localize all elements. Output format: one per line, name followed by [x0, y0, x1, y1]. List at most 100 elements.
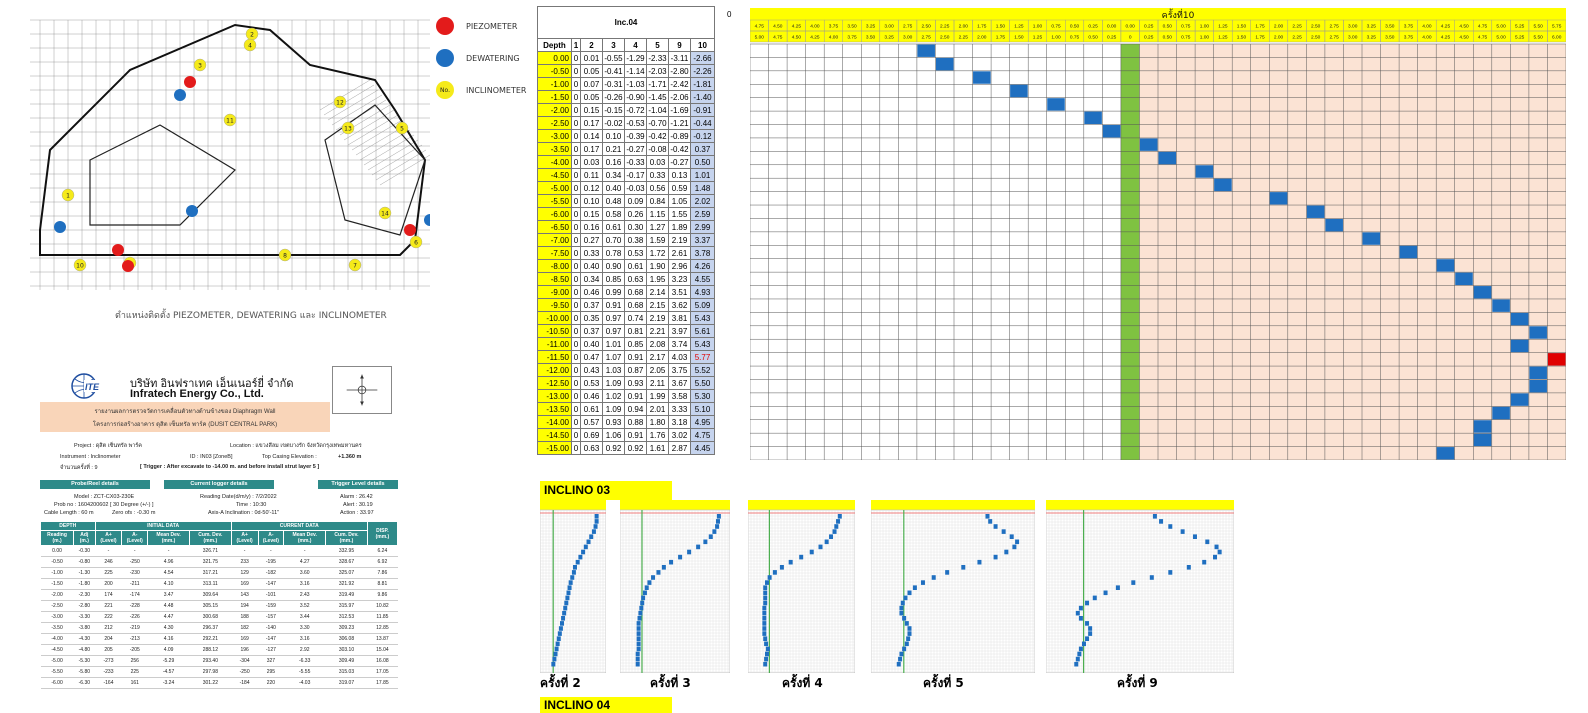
tick-label: 3.25 [866, 24, 876, 30]
table-cell: 0.00 [40, 545, 74, 557]
piezometer-marker [184, 76, 196, 88]
value-cell: 0 [571, 428, 581, 442]
table-cell: -5.50 [40, 666, 74, 678]
value-cell: 4.95 [690, 415, 715, 429]
profile-point [636, 636, 641, 641]
table-cell: 3.60 [283, 567, 326, 579]
value-cell: 0.99 [602, 285, 625, 299]
tick-label: 3.00 [884, 24, 894, 30]
deflection-cell [1436, 259, 1455, 272]
value-cell: 0.05 [580, 64, 603, 78]
profile-point [779, 565, 784, 570]
svg-text:14: 14 [381, 211, 389, 218]
table-cell: 317.21 [189, 567, 232, 579]
profile-point [993, 524, 998, 529]
inc04-title: Inc.04 [537, 6, 715, 39]
building-outline-east [324, 104, 426, 236]
table-cell: 161 [121, 677, 148, 689]
profile-point [635, 661, 640, 667]
table-cell: 169 [231, 633, 259, 645]
value-cell: -2.06 [668, 90, 691, 104]
value-cell: 0 [571, 194, 581, 208]
tick-label: 1.25 [1218, 35, 1228, 41]
table-cell: -159 [258, 600, 284, 612]
inclino-profile-chart [1046, 500, 1234, 673]
value-cell: 2.02 [690, 194, 715, 208]
value-cell: 0.93 [602, 415, 625, 429]
table-cell: -213 [121, 633, 148, 645]
deflection-cell [973, 71, 991, 84]
value-cell: 0.94 [624, 402, 647, 416]
deflection-cell [1195, 165, 1214, 178]
max-deflection-cell [1547, 353, 1566, 366]
profile-point [763, 661, 768, 667]
value-cell: 5.10 [690, 402, 715, 416]
deflection-cell [1473, 420, 1492, 433]
profile-point [1015, 539, 1020, 545]
table-cell: 326.71 [189, 545, 232, 557]
table-cell: 17.85 [367, 677, 398, 689]
depth-cell: -9.00 [537, 285, 572, 299]
profile-point [563, 605, 568, 611]
profile-point [904, 641, 909, 647]
table-cell: 10.82 [367, 600, 398, 612]
table-cell: -157 [258, 611, 284, 623]
value-cell: 5.52 [690, 363, 715, 377]
table-cell: - [231, 545, 259, 557]
tick-label: 4.50 [773, 24, 783, 30]
value-cell: 0.97 [602, 324, 625, 338]
table-cell: 220 [258, 677, 284, 689]
table-row: -6.00 -6.30 -164 161 -3.24 301.22 -184 220 -4.03… [40, 677, 398, 689]
meta-axis: Axis-A Inclination : 0d-50'-11" [208, 510, 280, 516]
table-cell: -2.00 [40, 589, 74, 601]
table-cell: - [147, 545, 190, 557]
table-cell: 305.15 [189, 600, 232, 612]
value-cell: 0.61 [580, 402, 603, 416]
table-cell: -1.50 [40, 578, 74, 590]
tick-label: 2.50 [922, 24, 932, 30]
profile-point [912, 585, 917, 590]
tick-label: 5.00 [1496, 24, 1506, 30]
value-cell: -1.45 [646, 90, 669, 104]
tick-label: 3.25 [1367, 24, 1377, 30]
table-cell: 3.44 [283, 611, 326, 623]
value-cell: 2.05 [646, 363, 669, 377]
header-trigger: Trigger Level details [318, 480, 398, 489]
profile-point [561, 616, 566, 621]
value-cell: 0 [571, 142, 581, 156]
table-cell: 301.22 [189, 677, 232, 689]
table-row: -7.00 0 0.27 0.70 0.38 1.59 2.19 3.37 [537, 233, 715, 247]
profile-point [896, 661, 901, 667]
profile-point [551, 661, 556, 667]
value-cell: 2.19 [668, 233, 691, 247]
value-cell: 0.16 [580, 220, 603, 234]
profile-point [1088, 631, 1093, 636]
value-cell: 0 [571, 181, 581, 195]
group-initial: INITIAL DATA [94, 521, 232, 531]
deflection-cell [1102, 125, 1121, 138]
value-cell: 0.90 [602, 259, 625, 273]
inclinometer-marker: 3 [193, 58, 207, 72]
table-cell: 327 [258, 655, 284, 667]
value-cell: 0.46 [580, 389, 603, 403]
tick-label: 4.75 [1478, 35, 1488, 41]
table-row: -11.50 0 0.47 1.07 0.91 2.17 4.03 5.77 [537, 350, 715, 364]
value-cell: -1.03 [624, 77, 647, 91]
value-cell: 0.37 [580, 298, 603, 312]
table-row: -4.50 0 0.11 0.34 -0.17 0.33 0.13 1.01 [537, 168, 715, 182]
depth-cell: -14.50 [537, 428, 572, 442]
value-cell: 0 [571, 389, 581, 403]
company-name-thai: บริษัท อินฟราเทค เอ็นเนอร์ยี่ จำกัด [130, 378, 294, 390]
profile-point [715, 519, 720, 524]
value-cell: 3.97 [668, 324, 691, 338]
positive-side-band [1139, 44, 1566, 460]
table-row: -3.50 0 0.17 0.21 -0.27 -0.08 -0.42 0.37 [537, 142, 715, 156]
inclinometer-marker: 13 [341, 121, 355, 135]
profile-point [591, 529, 596, 534]
table-cell: -3.80 [73, 622, 96, 634]
profile-point [647, 580, 652, 585]
value-cell: 0.15 [580, 207, 603, 221]
profile-point [763, 600, 768, 606]
value-cell: 0.74 [624, 311, 647, 325]
value-cell: 0 [571, 350, 581, 364]
